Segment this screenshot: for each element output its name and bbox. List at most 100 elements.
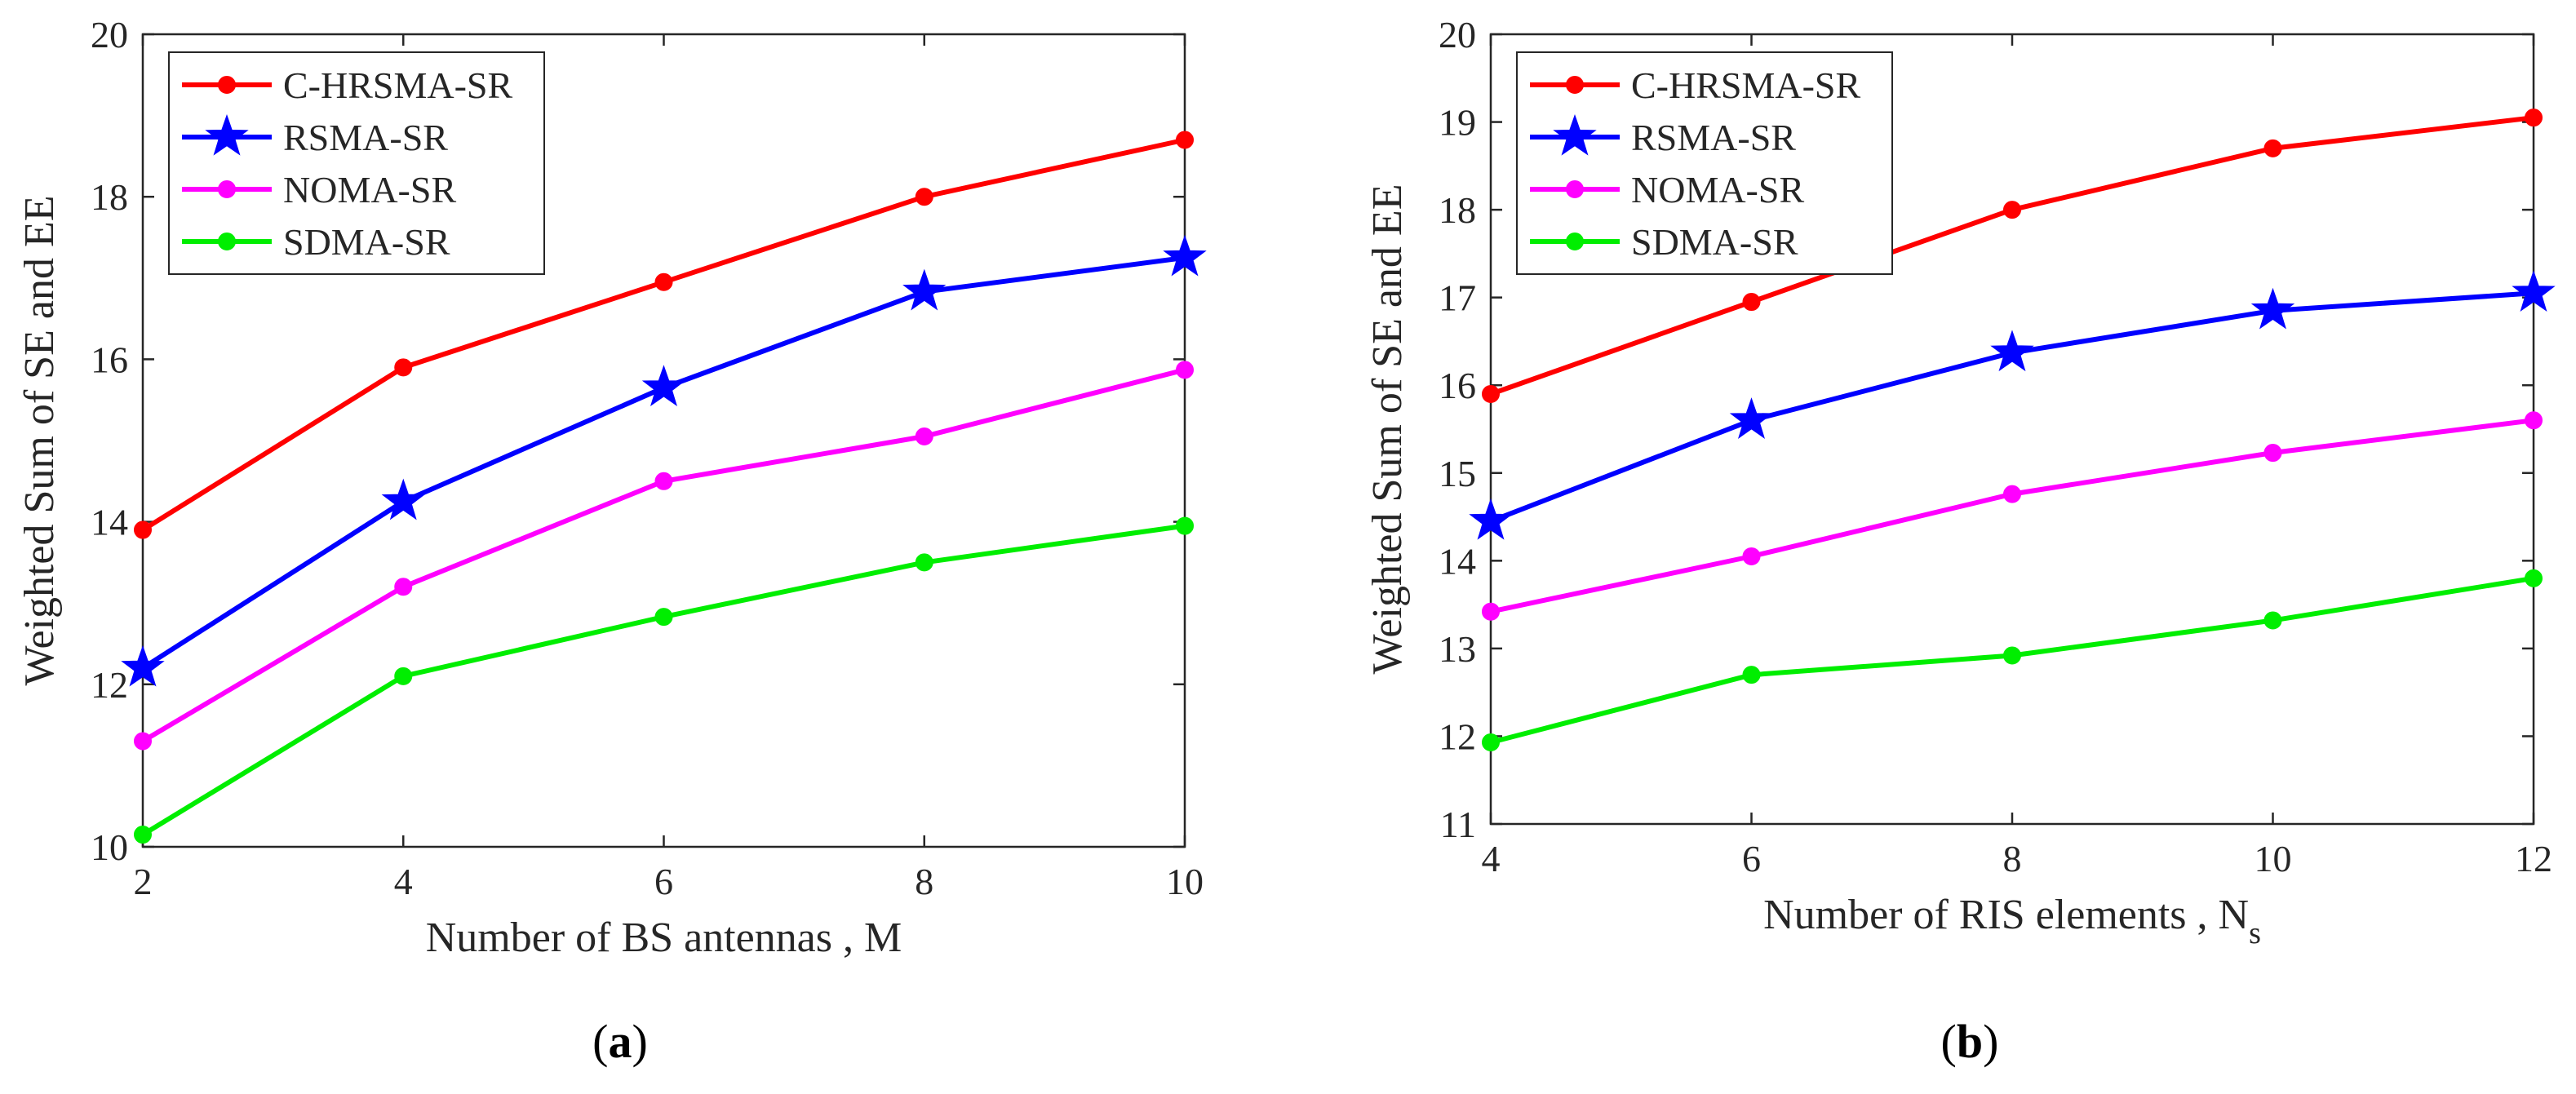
caption-paren-open: ( xyxy=(592,1015,608,1068)
y-tick-label: 11 xyxy=(1440,804,1476,845)
y-tick-label: 10 xyxy=(91,826,128,868)
data-point xyxy=(1482,602,1500,621)
y-tick-label: 18 xyxy=(1439,189,1476,231)
series-RSMA-SR xyxy=(121,234,1207,687)
legend: C-HRSMA-SR RSMA-SR NOMA-SR SDMA-SR xyxy=(168,51,545,275)
series-NOMA-SR xyxy=(134,361,1194,751)
y-tick-label: 17 xyxy=(1439,277,1476,319)
data-point xyxy=(1729,397,1774,439)
legend-label: NOMA-SR xyxy=(283,169,456,210)
data-point xyxy=(134,732,152,751)
series-C-HRSMA-SR xyxy=(1482,109,2543,403)
data-point xyxy=(2003,646,2021,665)
legend-swatch-marker xyxy=(1566,233,1584,250)
y-axis-label: Weighted Sum of SE and EE xyxy=(16,196,63,686)
legend-label: C-HRSMA-SR xyxy=(283,64,513,106)
x-axis-label: Number of BS antennas , M xyxy=(426,915,902,961)
data-point xyxy=(654,472,673,490)
data-point xyxy=(654,272,673,291)
legend-swatch-marker xyxy=(205,113,249,156)
y-axis-label: Weighted Sum of SE and EE xyxy=(1364,184,1411,675)
x-axis-label-subscript: s xyxy=(2249,916,2261,950)
data-point xyxy=(1742,666,1761,684)
y-tick-label: 20 xyxy=(1439,14,1476,55)
data-point xyxy=(1469,498,1513,540)
series-NOMA-SR xyxy=(1482,411,2543,621)
data-point xyxy=(2263,444,2282,463)
caption-paren-open: ( xyxy=(1941,1015,1957,1068)
data-point xyxy=(641,365,686,406)
y-tick-label: 14 xyxy=(91,502,128,543)
legend: C-HRSMA-SR RSMA-SR NOMA-SR SDMA-SR xyxy=(1516,51,1893,275)
x-tick-label: 12 xyxy=(2515,838,2552,879)
data-point xyxy=(1163,234,1207,277)
x-tick-label: 4 xyxy=(394,861,413,902)
data-point xyxy=(1990,330,2034,372)
legend-label: RSMA-SR xyxy=(1631,117,1796,158)
data-point xyxy=(394,667,413,685)
data-point xyxy=(1742,293,1761,312)
data-point xyxy=(1176,131,1194,149)
data-point xyxy=(915,553,933,572)
chart-panel-a: 2 4 6 8 10 10 12 14 16 18 20 Number of BS antennas … xyxy=(16,14,1207,1068)
chart-panel-b: 4 6 8 10 12 11 12 13 14 15 16 17 18 19 20 Number of RIS… xyxy=(1364,14,2556,1068)
legend-swatch-marker xyxy=(1553,113,1597,156)
caption-label: b xyxy=(1957,1015,1983,1068)
legend-label: RSMA-SR xyxy=(283,117,448,158)
data-point xyxy=(2263,139,2282,157)
x-axis-label: Number of RIS elements , Ns xyxy=(1763,892,2261,950)
panel-caption: (b) xyxy=(1941,1015,1999,1068)
data-point xyxy=(902,268,947,311)
data-point xyxy=(1176,516,1194,535)
data-point xyxy=(1482,384,1500,403)
data-point xyxy=(2003,485,2021,503)
data-point xyxy=(121,644,165,687)
x-tick-label: 4 xyxy=(1482,838,1501,879)
data-point xyxy=(394,578,413,596)
legend-swatch-marker xyxy=(218,180,236,198)
data-point xyxy=(2250,287,2295,330)
caption-paren-close: ) xyxy=(632,1015,648,1068)
series-SDMA-SR xyxy=(134,516,1194,844)
data-point xyxy=(654,608,673,627)
legend-label: SDMA-SR xyxy=(283,221,450,263)
y-tick-label: 18 xyxy=(91,176,128,218)
y-tick-label: 15 xyxy=(1439,453,1476,494)
y-tick-label: 14 xyxy=(1439,540,1476,582)
y-tick-label: 19 xyxy=(1439,102,1476,144)
data-point xyxy=(2263,611,2282,630)
legend-swatch-marker xyxy=(218,233,236,250)
x-tick-label: 10 xyxy=(1166,861,1204,902)
data-point xyxy=(2525,569,2543,587)
data-point xyxy=(915,188,933,206)
y-tick-label: 16 xyxy=(1439,365,1476,406)
y-tick-label: 20 xyxy=(91,14,128,55)
legend-label: NOMA-SR xyxy=(1631,169,1804,210)
data-point xyxy=(2525,411,2543,430)
legend-swatch-marker xyxy=(218,76,236,94)
series-SDMA-SR xyxy=(1482,569,2543,751)
y-tick-label: 12 xyxy=(1439,715,1476,757)
data-point xyxy=(1742,547,1761,565)
data-point xyxy=(915,427,933,446)
x-tick-label: 10 xyxy=(2255,838,2292,879)
y-tick-label: 12 xyxy=(91,664,128,706)
caption-label: a xyxy=(609,1015,632,1068)
legend-label: C-HRSMA-SR xyxy=(1631,64,1861,106)
caption-paren-close: ) xyxy=(1983,1015,1998,1068)
x-tick-label: 8 xyxy=(915,861,933,902)
data-point xyxy=(1176,361,1194,379)
data-point xyxy=(2003,201,2021,219)
y-tick-label: 16 xyxy=(91,339,128,380)
data-point xyxy=(134,826,152,844)
x-tick-label: 8 xyxy=(2003,838,2022,879)
data-point xyxy=(381,478,425,520)
x-tick-label: 6 xyxy=(654,861,673,902)
legend-label: SDMA-SR xyxy=(1631,221,1798,263)
legend-swatch-marker xyxy=(1566,180,1584,198)
data-point xyxy=(1482,733,1500,751)
data-point xyxy=(134,520,152,539)
data-point xyxy=(2525,109,2543,127)
y-tick-label: 13 xyxy=(1439,628,1476,670)
